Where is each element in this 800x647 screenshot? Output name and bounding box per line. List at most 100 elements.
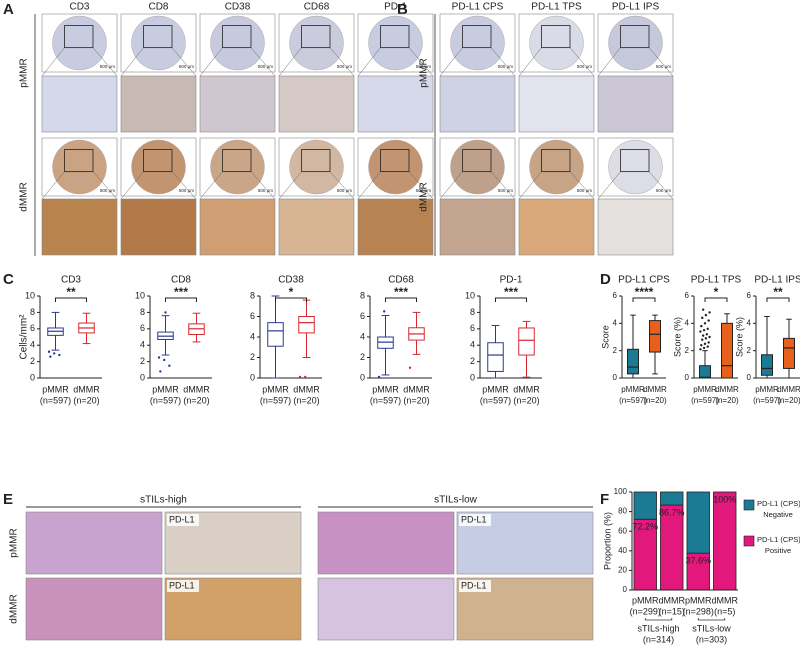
zoom-link bbox=[120, 47, 144, 77]
outlier bbox=[708, 335, 711, 339]
outlier bbox=[707, 319, 710, 322]
y-axis-label: Score bbox=[600, 325, 610, 349]
significance: *** bbox=[174, 285, 188, 299]
micrograph bbox=[317, 511, 455, 575]
zoom-link bbox=[329, 171, 355, 200]
scale-bar-label: 500 μm bbox=[416, 188, 431, 193]
micrograph bbox=[317, 577, 455, 641]
label-backdrop bbox=[167, 514, 199, 526]
outlier bbox=[304, 375, 307, 379]
x-tick-label: pMMR bbox=[693, 385, 717, 394]
group-bracket bbox=[697, 618, 726, 621]
tma-core bbox=[210, 15, 265, 71]
outlier bbox=[377, 375, 381, 379]
x-tick-label: dMMR bbox=[712, 595, 739, 605]
x-tick-sublabel: (n=597) bbox=[691, 396, 719, 405]
zoom-link bbox=[199, 47, 223, 77]
significance: *** bbox=[504, 285, 518, 299]
y-tick-label: 8 bbox=[470, 307, 475, 317]
x-tick-sublabel: (n=20) bbox=[73, 395, 99, 405]
significance: * bbox=[289, 285, 294, 299]
stain-label: PD-L1 bbox=[461, 580, 487, 590]
zoom-box bbox=[541, 149, 571, 173]
zoom-link bbox=[278, 47, 302, 77]
y-tick-label: 6 bbox=[140, 323, 145, 333]
x-tick-label: dMMR bbox=[659, 595, 686, 605]
group-sublabel: (n=303) bbox=[696, 634, 727, 644]
chart-title: CD8 bbox=[171, 275, 191, 286]
y-tick-label: 6 bbox=[250, 311, 255, 321]
y-axis-label: Cells/mm² bbox=[19, 314, 30, 360]
zoom-box bbox=[620, 149, 650, 173]
y-tick-label: 80 bbox=[618, 507, 627, 516]
zoom-link bbox=[408, 47, 434, 77]
chart-title: CD3 bbox=[61, 275, 81, 286]
outlier bbox=[706, 345, 709, 348]
y-tick-label: 0 bbox=[685, 373, 690, 382]
x-tick-label: dMMR bbox=[403, 384, 430, 394]
zoom-box bbox=[64, 25, 94, 49]
panel-label: B bbox=[397, 1, 408, 18]
tma-core bbox=[450, 139, 505, 195]
x-tick-label: dMMR bbox=[715, 385, 739, 394]
zoom-link bbox=[569, 47, 595, 77]
micrograph bbox=[41, 198, 118, 256]
scale-bar-label: 500 μm bbox=[416, 64, 431, 69]
y-tick-label: 6 bbox=[685, 291, 690, 300]
zoom-box bbox=[380, 25, 410, 49]
micrograph bbox=[278, 198, 355, 256]
y-tick-label: 4 bbox=[360, 331, 365, 341]
micrograph bbox=[439, 198, 516, 256]
zoom-link bbox=[250, 47, 276, 77]
outlier bbox=[157, 356, 161, 359]
significance-bracket bbox=[165, 297, 197, 302]
x-tick-label: dMMR bbox=[777, 385, 800, 394]
zoom-link bbox=[518, 47, 542, 77]
zoom-link bbox=[41, 47, 65, 77]
y-tick-label: 100 bbox=[614, 487, 628, 496]
tma-core bbox=[608, 139, 663, 195]
row-label: dMMR bbox=[19, 182, 30, 211]
zoom-link bbox=[648, 171, 674, 200]
micrograph bbox=[357, 75, 434, 133]
y-tick-label: 8 bbox=[140, 307, 145, 317]
tma-core bbox=[368, 15, 423, 71]
x-tick-label: pMMR bbox=[482, 384, 509, 394]
y-tick-label: 10 bbox=[465, 290, 475, 300]
zoom-link bbox=[648, 47, 674, 77]
y-tick-label: 6 bbox=[613, 291, 618, 300]
value-label: 86.7% bbox=[659, 507, 685, 517]
label-backdrop bbox=[459, 580, 491, 592]
significance-bracket bbox=[275, 297, 307, 302]
y-tick-label: 2 bbox=[250, 352, 255, 362]
y-tick-label: 0 bbox=[623, 585, 628, 594]
y-tick-label: 0 bbox=[30, 372, 35, 382]
box bbox=[761, 354, 773, 376]
column-label: PD-L1 TPS bbox=[531, 2, 582, 13]
y-tick-label: 8 bbox=[250, 290, 255, 300]
zoom-link bbox=[357, 47, 381, 77]
x-tick-sublabel: (n=15) bbox=[659, 606, 685, 616]
outlier bbox=[706, 327, 709, 330]
zoom-box bbox=[301, 149, 331, 173]
outlier bbox=[49, 355, 52, 358]
label-backdrop bbox=[167, 580, 199, 592]
x-tick-sublabel: (n=20) bbox=[403, 395, 429, 405]
outlier bbox=[702, 328, 706, 332]
panel-label: D bbox=[600, 271, 611, 288]
outlier bbox=[701, 338, 704, 341]
zoom-link bbox=[597, 47, 621, 77]
zoom-link bbox=[92, 47, 118, 77]
y-tick-label: 6 bbox=[470, 323, 475, 333]
x-tick-label: pMMR bbox=[685, 595, 712, 605]
tma-core bbox=[529, 15, 584, 71]
tma-core bbox=[131, 139, 186, 195]
zoom-link bbox=[408, 171, 434, 200]
zoom-link bbox=[597, 171, 621, 200]
tma-core bbox=[608, 15, 663, 71]
y-tick-label: 2 bbox=[747, 346, 752, 355]
legend-label: Negative bbox=[763, 510, 793, 519]
x-tick-sublabel: (n=597) bbox=[480, 395, 511, 405]
panel-label: E bbox=[3, 491, 13, 508]
micrograph bbox=[518, 75, 595, 133]
